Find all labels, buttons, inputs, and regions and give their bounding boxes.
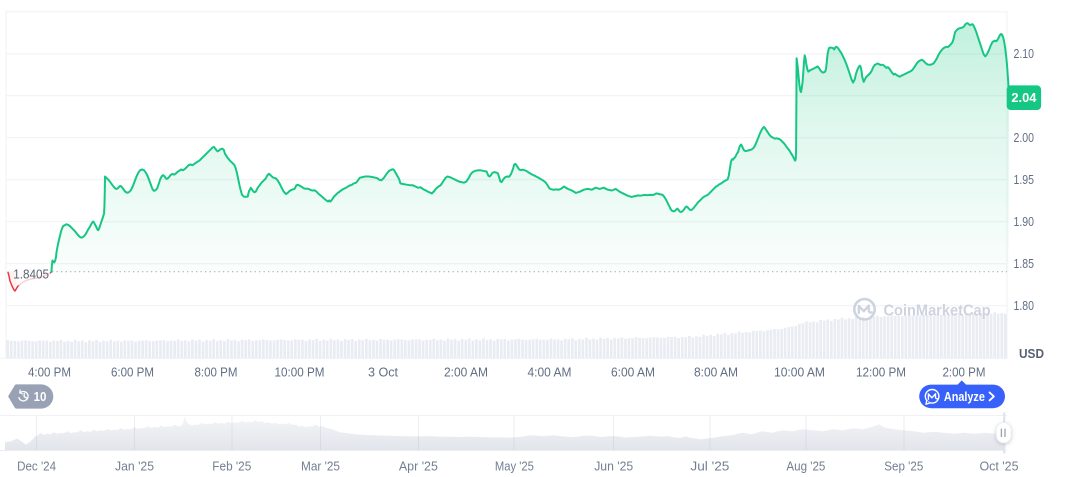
svg-text:Jul '25: Jul '25 xyxy=(690,459,729,473)
svg-text:2.10: 2.10 xyxy=(1014,47,1035,61)
svg-text:1.90: 1.90 xyxy=(1014,215,1035,229)
svg-text:Oct '25: Oct '25 xyxy=(980,459,1019,473)
svg-text:8:00 AM: 8:00 AM xyxy=(694,366,738,380)
svg-text:6:00 PM: 6:00 PM xyxy=(111,366,154,380)
svg-text:USD: USD xyxy=(1019,346,1044,361)
svg-text:12:00 PM: 12:00 PM xyxy=(856,366,906,380)
svg-text:6:00 AM: 6:00 AM xyxy=(611,366,655,380)
svg-text:Dec '24: Dec '24 xyxy=(17,459,56,473)
svg-text:10: 10 xyxy=(34,390,47,404)
svg-text:Feb '25: Feb '25 xyxy=(212,459,251,473)
svg-text:8:00 PM: 8:00 PM xyxy=(195,366,238,380)
svg-text:Sep '25: Sep '25 xyxy=(884,459,923,473)
svg-text:1.95: 1.95 xyxy=(1014,173,1035,187)
svg-text:Jun '25: Jun '25 xyxy=(594,459,633,473)
svg-text:2.00: 2.00 xyxy=(1014,131,1035,145)
svg-text:1.80: 1.80 xyxy=(1014,299,1035,313)
svg-text:4:00 PM: 4:00 PM xyxy=(28,366,71,380)
svg-text:Jan '25: Jan '25 xyxy=(115,459,154,473)
svg-text:10:00 AM: 10:00 AM xyxy=(774,366,825,380)
svg-text:Analyze: Analyze xyxy=(944,389,985,404)
svg-text:May '25: May '25 xyxy=(495,459,534,473)
svg-text:Mar '25: Mar '25 xyxy=(301,459,340,473)
svg-text:CoinMarketCap: CoinMarketCap xyxy=(884,302,991,319)
svg-text:4:00 AM: 4:00 AM xyxy=(528,366,572,380)
svg-text:2:00 AM: 2:00 AM xyxy=(444,366,488,380)
svg-text:10:00 PM: 10:00 PM xyxy=(275,366,325,380)
svg-text:2.04: 2.04 xyxy=(1011,90,1037,105)
svg-text:Aug '25: Aug '25 xyxy=(786,459,825,473)
svg-text:1.85: 1.85 xyxy=(1014,257,1035,271)
svg-text:2:00 PM: 2:00 PM xyxy=(943,366,986,380)
svg-text:1.8405: 1.8405 xyxy=(13,267,49,281)
svg-text:3 Oct: 3 Oct xyxy=(368,366,399,380)
svg-text:Apr '25: Apr '25 xyxy=(399,459,438,473)
